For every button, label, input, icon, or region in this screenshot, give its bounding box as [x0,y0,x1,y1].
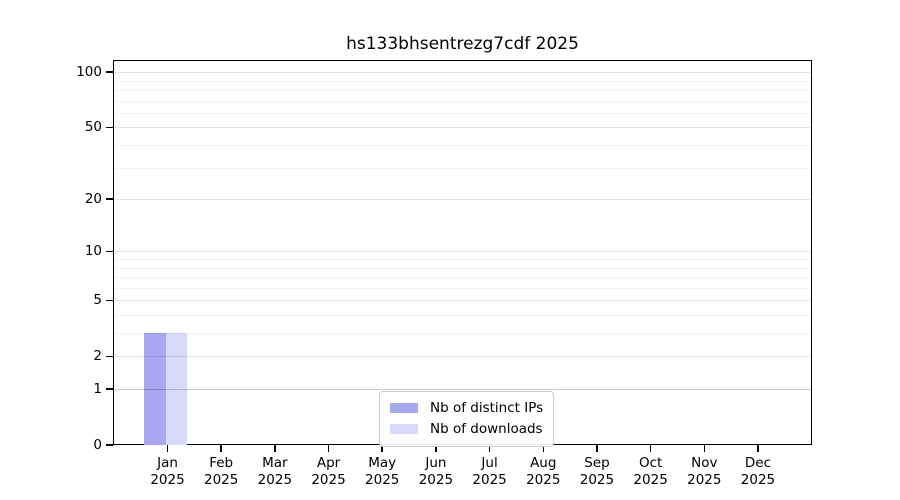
y-axis-tick [106,198,113,200]
chart-title: hs133bhsentrezg7cdf 2025 [346,34,579,54]
gridline-minor [114,277,811,279]
x-axis-tick [327,445,330,452]
legend-swatch-distinct-ips [390,403,418,413]
gridline-minor [114,287,811,289]
x-tick-year: 2025 [203,472,239,488]
x-tick-year: 2025 [687,472,722,488]
y-axis-tick-label: 5 [93,292,102,309]
gridline-minor [114,333,811,335]
gridline-minor [114,80,811,82]
y-axis-tick [106,388,113,390]
x-axis-tick-label: May 2025 [342,455,422,489]
x-axis-tick [166,445,169,452]
x-axis-tick-label: Sep 2025 [557,455,637,489]
x-tick-month: Sep [584,455,610,471]
gridline-minor [114,145,811,147]
gridline-minor [114,267,811,269]
y-axis-tick-label: 20 [84,191,102,208]
gridline-major [114,199,811,201]
x-axis-tick-label: Dec 2025 [718,455,798,489]
x-tick-month: Jul [481,455,498,471]
gridline-major [114,127,811,129]
x-axis-tick [220,445,222,452]
x-axis-tick-label: Jun 2025 [396,455,476,489]
x-tick-month: Jun [425,455,447,471]
legend-swatch-downloads [390,424,418,434]
bar [144,333,166,445]
x-axis-tick [274,445,276,452]
x-tick-year: 2025 [311,472,346,488]
x-tick-month: Oct [638,455,663,471]
x-axis-tick-label: Mar 2025 [235,455,315,489]
y-axis-tick [106,355,113,357]
x-axis-tick [542,445,544,452]
y-axis-tick-label: 0 [93,437,102,453]
gridline-minor [114,167,811,169]
x-axis-tick [381,445,383,452]
gridline-major [114,300,811,302]
gridline-minor [114,90,811,92]
x-axis-tick [488,445,491,452]
y-axis-tick-label: 10 [84,243,102,260]
x-axis-tick [649,445,652,452]
legend-label-downloads: Nb of downloads [430,421,543,437]
x-tick-year: 2025 [365,472,400,488]
y-axis-tick [106,299,113,302]
x-axis-tick-label: Feb 2025 [181,455,261,489]
x-axis-tick [703,445,706,452]
x-axis-tick-label: Jan 2025 [128,455,208,489]
x-tick-month: Aug [530,455,557,471]
x-axis-tick [757,445,759,452]
y-axis-tick [106,250,113,253]
gridline-minor [114,100,811,102]
legend-item-distinct-ips: Nb of distinct IPs [390,399,543,417]
y-axis-tick-label: 100 [76,64,102,81]
y-axis-tick-label: 50 [84,119,102,136]
gridline-major [114,389,811,390]
gridline-major [114,251,811,253]
x-tick-month: Jan [157,455,178,471]
x-tick-year: 2025 [740,472,776,488]
x-axis-tick [435,445,437,452]
y-axis-tick [106,444,113,446]
x-tick-year: 2025 [579,472,615,488]
x-tick-year: 2025 [150,472,185,488]
x-tick-month: Nov [691,455,718,471]
gridline-major [114,72,811,74]
gridline-minor [114,259,811,261]
x-axis-tick [596,445,598,452]
plot-area [113,60,812,445]
x-tick-year: 2025 [257,472,293,488]
legend-label-distinct-ips: Nb of distinct IPs [430,400,544,416]
x-tick-year: 2025 [472,472,507,488]
x-tick-month: Feb [209,455,234,471]
x-tick-year: 2025 [418,472,454,488]
x-axis-tick-label: Oct 2025 [611,455,691,489]
gridline-minor [114,112,811,114]
y-axis-tick-label: 1 [93,381,102,397]
y-axis-tick-label: 2 [93,348,102,365]
gridline-minor [114,315,811,316]
bar [165,333,187,445]
x-axis-tick-label: Apr 2025 [289,455,369,489]
x-tick-year: 2025 [526,472,561,488]
y-axis-tick [106,71,113,73]
legend: Nb of distinct IPs Nb of downloads [379,391,555,447]
x-tick-month: May [368,455,397,471]
x-axis-tick-label: Jul 2025 [450,455,530,489]
x-tick-month: Apr [316,455,341,471]
x-axis-tick-label: Nov 2025 [664,455,744,489]
gridline-major [114,356,811,358]
x-tick-month: Mar [262,455,288,471]
x-tick-month: Dec [744,455,772,471]
x-tick-year: 2025 [633,472,668,488]
y-axis-tick [106,126,113,129]
legend-item-downloads: Nb of downloads [390,420,543,438]
x-axis-tick-label: Aug 2025 [503,455,583,489]
